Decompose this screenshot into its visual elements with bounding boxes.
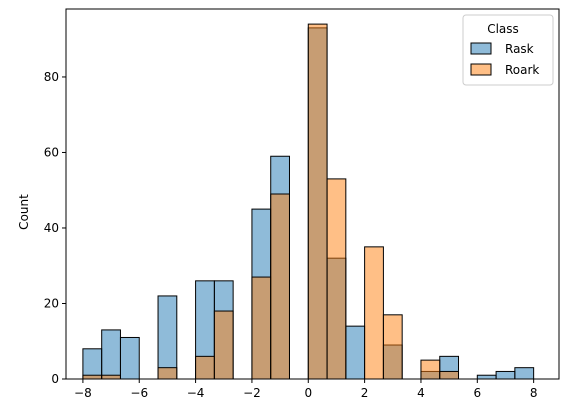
bar-roark-16 — [382, 314, 403, 380]
y-axis: 0 20 40 60 80 — [44, 70, 66, 386]
bar-roark-10 — [270, 193, 290, 380]
legend-label-roark: Roark — [505, 63, 539, 77]
legend-title: Class — [487, 22, 519, 36]
bar-roark-7 — [213, 310, 234, 380]
bar-rask-4 — [157, 295, 178, 380]
x-tick-label: 0 — [304, 386, 312, 400]
bar-roark-1 — [101, 374, 121, 380]
legend-label-rask: Rask — [505, 42, 534, 56]
legend-swatch-rask — [470, 42, 492, 55]
bar-rask-23 — [514, 367, 535, 380]
bar-roark-15 — [364, 246, 384, 380]
bar-roark-18 — [420, 359, 441, 380]
bar-rask-1 — [101, 329, 121, 380]
x-axis: −8 −6 −4 −2 0 2 4 6 8 — [74, 379, 537, 400]
x-tick-label: −2 — [243, 386, 261, 400]
x-tick-label: −8 — [74, 386, 92, 400]
y-tick-label: 40 — [44, 221, 59, 235]
bar-roark-4 — [157, 367, 178, 380]
y-axis-label: Count — [17, 194, 31, 230]
bar-rask-21 — [476, 374, 497, 380]
bar-roark-0 — [82, 374, 103, 380]
y-tick-label: 20 — [44, 296, 59, 310]
bar-roark-19 — [439, 370, 460, 380]
legend-swatch-roark — [470, 63, 492, 76]
x-tick-label: 8 — [530, 386, 538, 400]
bar-roark-9 — [251, 276, 272, 380]
y-tick-label: 80 — [44, 70, 59, 84]
y-tick-label: 60 — [44, 145, 59, 159]
legend: Class Rask Roark — [462, 14, 554, 86]
x-tick-label: 2 — [361, 386, 369, 400]
plot-frame — [65, 8, 560, 380]
y-tick-label: 0 — [51, 372, 59, 386]
x-tick-label: −6 — [130, 386, 148, 400]
x-tick-label: −4 — [187, 386, 205, 400]
bar-roark-12 — [307, 23, 328, 380]
bar-rask-22 — [495, 370, 516, 380]
bar-roark-13 — [326, 178, 347, 380]
x-tick-label: 6 — [473, 386, 481, 400]
bar-rask-2 — [119, 336, 140, 380]
bar-rask-14 — [345, 325, 366, 380]
bar-rask-0 — [82, 348, 103, 380]
bar-roark-6 — [195, 355, 215, 380]
plot-area — [65, 8, 560, 380]
x-tick-label: 4 — [417, 386, 425, 400]
